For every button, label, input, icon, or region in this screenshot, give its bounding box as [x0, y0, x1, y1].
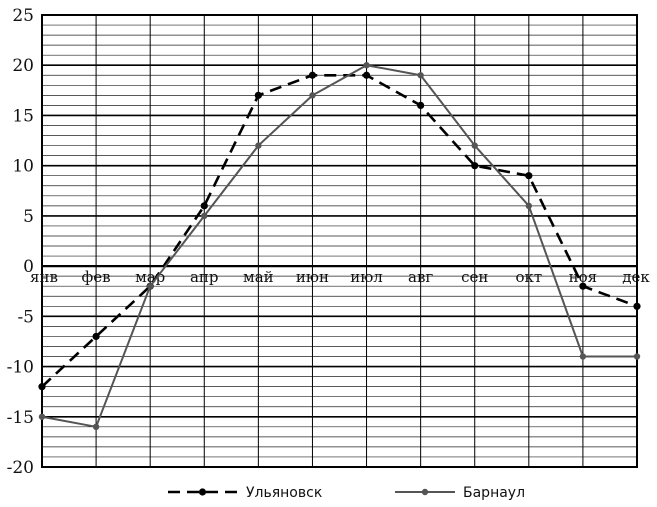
legend-label-2: Барнаул — [463, 485, 525, 501]
x-axis-month-labels: янв фев мар апр май июн июл авг сен окт ноя дек — [30, 268, 650, 286]
data-point — [146, 283, 154, 290]
month-label: апр — [190, 268, 219, 286]
y-tick-label: -15 — [7, 408, 34, 428]
data-point — [308, 71, 317, 79]
data-point — [92, 423, 100, 431]
data-point — [254, 91, 262, 99]
month-label: сен — [461, 268, 488, 286]
data-point — [38, 413, 46, 420]
y-tick-label: -5 — [17, 307, 34, 327]
legend-label-1: Ульяновск — [246, 485, 322, 501]
data-point — [579, 282, 587, 290]
data-point — [38, 383, 46, 391]
data-point — [525, 202, 533, 210]
data-point — [471, 142, 478, 149]
data-point — [417, 101, 425, 109]
y-tick-label: 10 — [12, 157, 34, 177]
month-label: янв — [30, 268, 58, 286]
plot-frame — [41, 14, 638, 468]
data-point — [255, 142, 262, 149]
legend-marker-2 — [421, 488, 429, 496]
data-point — [633, 302, 641, 310]
data-point — [362, 71, 371, 79]
data-point — [633, 353, 641, 360]
legend: Ульяновск Барнаул — [168, 485, 525, 501]
month-label: июн — [296, 268, 329, 286]
month-label: дек — [622, 268, 650, 286]
month-label: июл — [350, 268, 383, 286]
y-tick-label: 5 — [23, 207, 34, 227]
y-axis-tick-labels: 25 20 15 10 5 0 -5 -10 -15 -20 — [7, 6, 34, 478]
month-label: мар — [135, 268, 165, 286]
month-label: окт — [515, 268, 542, 286]
y-tick-label: -20 — [7, 458, 34, 478]
series-line-2 — [41, 64, 637, 428]
y-tick-label: -10 — [7, 358, 34, 378]
month-label: авг — [408, 268, 433, 286]
data-point — [309, 92, 316, 99]
minor-gridlines — [42, 24, 637, 458]
series-layer — [38, 62, 641, 431]
legend-marker-1 — [198, 488, 207, 496]
month-label: май — [243, 268, 274, 286]
data-point — [363, 62, 370, 69]
vertical-gridlines — [95, 15, 584, 467]
month-label: фев — [82, 268, 111, 286]
y-tick-label: 25 — [12, 6, 34, 26]
data-point — [92, 332, 100, 341]
y-tick-label: 20 — [12, 56, 34, 76]
data-point — [525, 172, 533, 180]
data-point — [201, 212, 208, 220]
y-tick-label: 15 — [12, 106, 34, 126]
series-line-1 — [41, 73, 638, 388]
data-point — [471, 162, 479, 170]
data-point — [200, 202, 208, 210]
data-point — [417, 72, 424, 79]
major-gridlines — [42, 64, 637, 418]
y-tick-label: 0 — [23, 257, 34, 277]
data-point — [579, 353, 587, 360]
